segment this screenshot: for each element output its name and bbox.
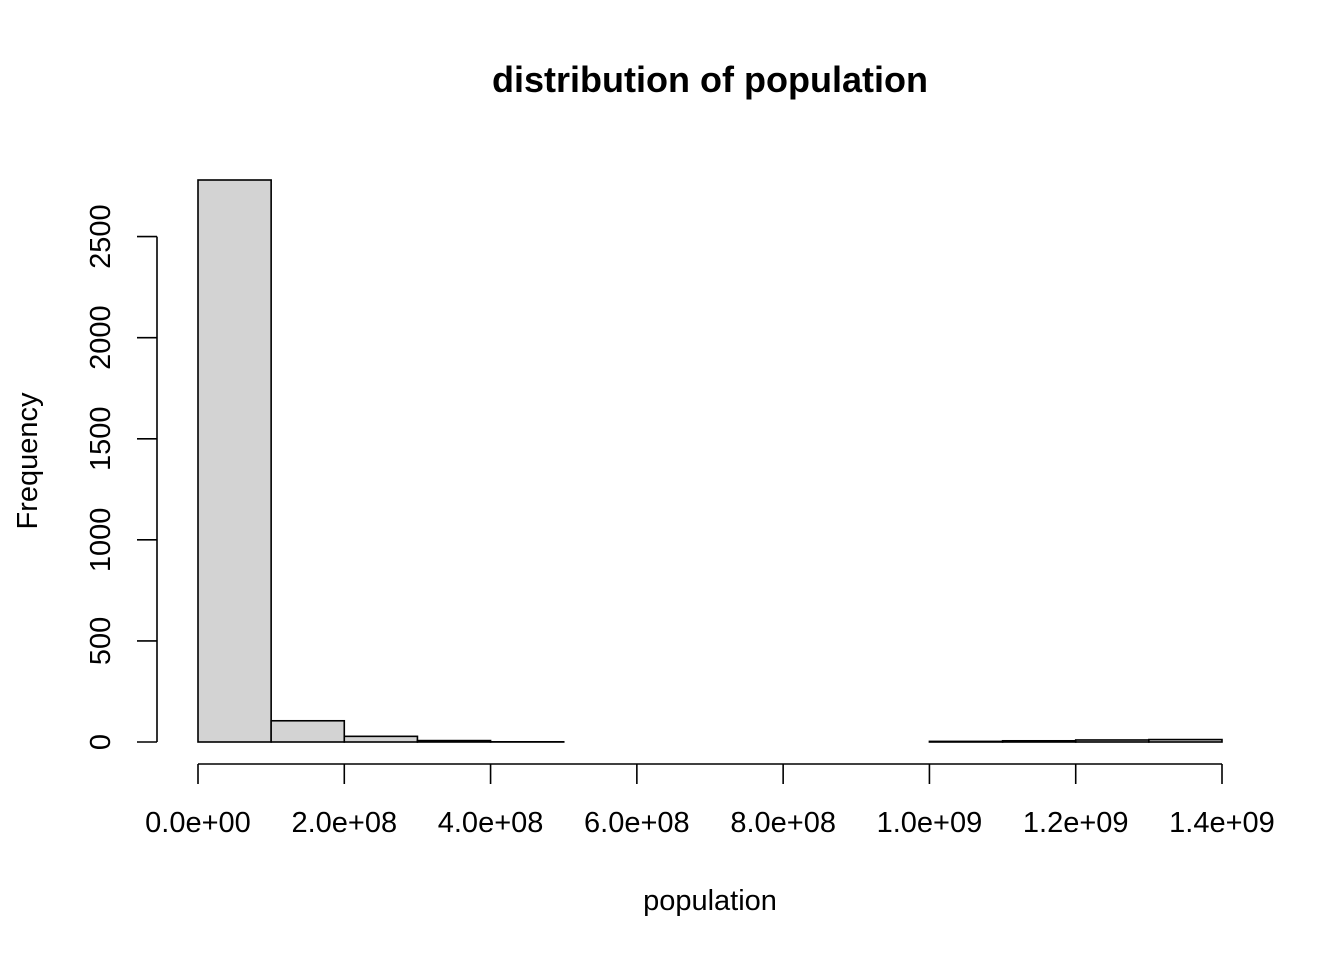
x-axis-label: population <box>643 885 777 917</box>
y-tick-label: 0 <box>85 734 117 750</box>
histogram-bar <box>1074 739 1150 743</box>
histogram-bar <box>1001 739 1077 743</box>
x-axis: 0.0e+00 2.0e+08 4.0e+08 6.0e+08 8.0e+08 1.0e+… <box>145 763 1275 839</box>
bars-group <box>197 179 1223 743</box>
histogram-bar <box>343 735 419 743</box>
x-tick-label: 6.0e+08 <box>584 807 690 839</box>
x-tick-label: 1.4e+09 <box>1169 807 1275 839</box>
x-tick-label: 2.0e+08 <box>291 807 397 839</box>
histogram-bar <box>1148 738 1223 743</box>
histogram-bar <box>270 719 346 743</box>
x-tick-label: 4.0e+08 <box>438 807 544 839</box>
x-tick-label: 0.0e+00 <box>145 807 251 839</box>
x-tick-label: 8.0e+08 <box>730 807 836 839</box>
x-tick-label: 1.2e+09 <box>1023 807 1129 839</box>
x-tick-label: 1.0e+09 <box>877 807 983 839</box>
histogram-bar <box>928 740 1004 743</box>
y-tick-label: 2500 <box>85 204 117 269</box>
y-tick-label: 2000 <box>85 305 117 370</box>
y-tick-label: 1000 <box>85 508 117 573</box>
y-axis-label: Frequency <box>12 392 44 530</box>
y-axis: 0 500 1000 1500 2000 2500 <box>85 204 158 750</box>
y-tick-label: 500 <box>85 617 117 665</box>
histogram-bar <box>197 179 272 743</box>
histogram-bar <box>416 739 492 743</box>
y-tick-label: 1500 <box>85 407 117 472</box>
chart-title: distribution of population <box>492 59 928 100</box>
